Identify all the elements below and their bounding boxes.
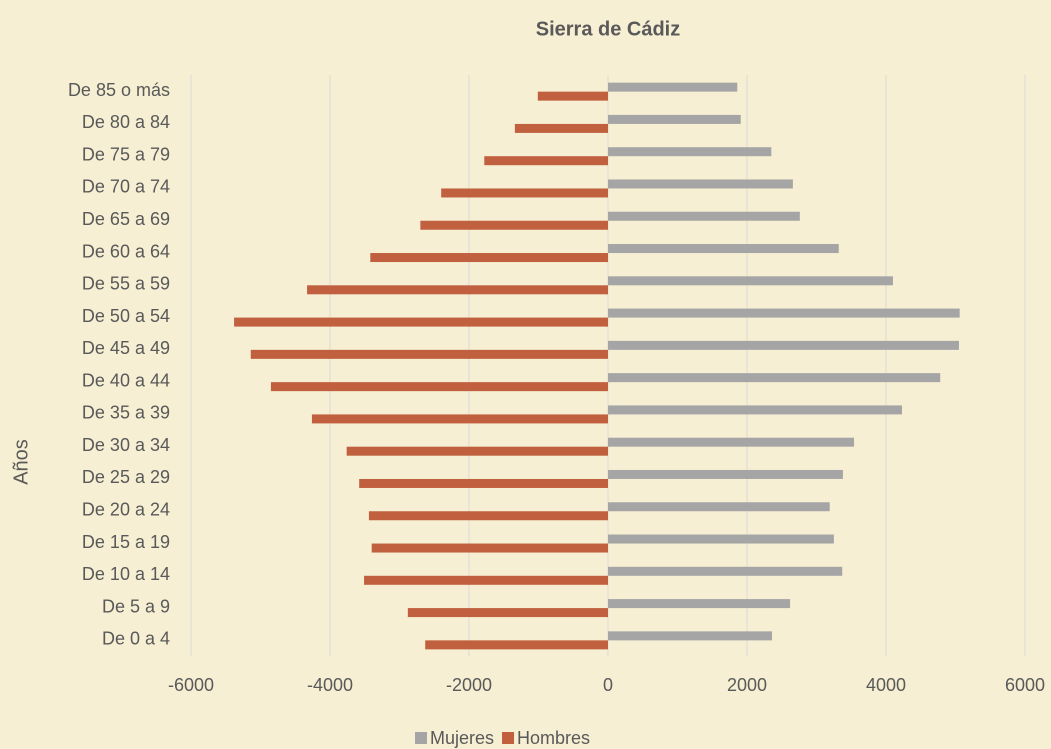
y-tick-label: De 85 o más	[68, 80, 170, 100]
x-tick-label: 0	[603, 675, 613, 695]
bar	[608, 405, 902, 415]
bar	[608, 566, 843, 576]
y-tick-label: De 45 a 49	[82, 338, 170, 358]
bar	[420, 220, 608, 230]
x-tick-label: -2000	[446, 675, 492, 695]
x-tick-label: -4000	[307, 675, 353, 695]
y-tick-label: De 65 a 69	[82, 209, 170, 229]
x-tick-label: 4000	[866, 675, 906, 695]
bar	[368, 511, 608, 521]
bar	[608, 469, 843, 479]
y-tick-label: De 75 a 79	[82, 144, 170, 164]
x-tick-label: -6000	[168, 675, 214, 695]
y-tick-label: De 15 a 19	[82, 532, 170, 552]
bar	[608, 211, 800, 221]
y-tick-label: De 80 a 84	[82, 112, 170, 132]
y-axis-title: Años	[10, 439, 32, 485]
bar	[608, 631, 773, 641]
y-tick-label: De 60 a 64	[82, 241, 170, 261]
bar	[608, 599, 791, 609]
y-tick-label: De 55 a 59	[82, 274, 170, 294]
y-tick-label: De 20 a 24	[82, 500, 170, 520]
bar	[425, 640, 608, 650]
y-tick-label: De 25 a 29	[82, 467, 170, 487]
bar	[371, 543, 608, 553]
bar	[608, 114, 741, 124]
y-tick-label: De 40 a 44	[82, 370, 170, 390]
bar	[608, 82, 738, 92]
bar	[514, 123, 608, 133]
bar	[407, 608, 608, 618]
bar	[441, 188, 608, 198]
legend-label: Hombres	[517, 728, 590, 748]
legend-swatch	[415, 732, 427, 744]
y-tick-label: De 70 a 74	[82, 177, 170, 197]
y-tick-label: De 30 a 34	[82, 435, 170, 455]
bar	[484, 156, 608, 166]
bar	[234, 317, 608, 327]
legend-label: Mujeres	[430, 728, 494, 748]
bar	[608, 534, 834, 544]
legend-swatch	[502, 732, 515, 744]
bar	[370, 253, 608, 263]
y-tick-label: De 10 a 14	[82, 564, 170, 584]
bar	[608, 437, 855, 447]
y-tick-label: De 50 a 54	[82, 306, 170, 326]
bar	[608, 373, 941, 383]
bar	[364, 575, 608, 585]
y-tick-label: De 35 a 39	[82, 403, 170, 423]
bar	[608, 276, 893, 286]
chart-title: Sierra de Cádiz	[536, 18, 681, 40]
bar	[307, 285, 608, 295]
bar	[608, 147, 772, 157]
bar	[608, 179, 793, 189]
bar	[608, 340, 959, 350]
bar	[537, 91, 608, 101]
bar	[608, 244, 839, 254]
x-tick-label: 2000	[727, 675, 767, 695]
bar	[608, 502, 830, 512]
bar	[270, 382, 608, 392]
y-tick-label: De 0 a 4	[102, 629, 170, 649]
bar	[359, 478, 608, 488]
bar	[250, 349, 608, 359]
bar	[346, 446, 608, 456]
x-tick-label: 6000	[1005, 675, 1045, 695]
bar	[311, 414, 608, 424]
bar	[608, 308, 960, 318]
y-tick-label: De 5 a 9	[102, 596, 170, 616]
